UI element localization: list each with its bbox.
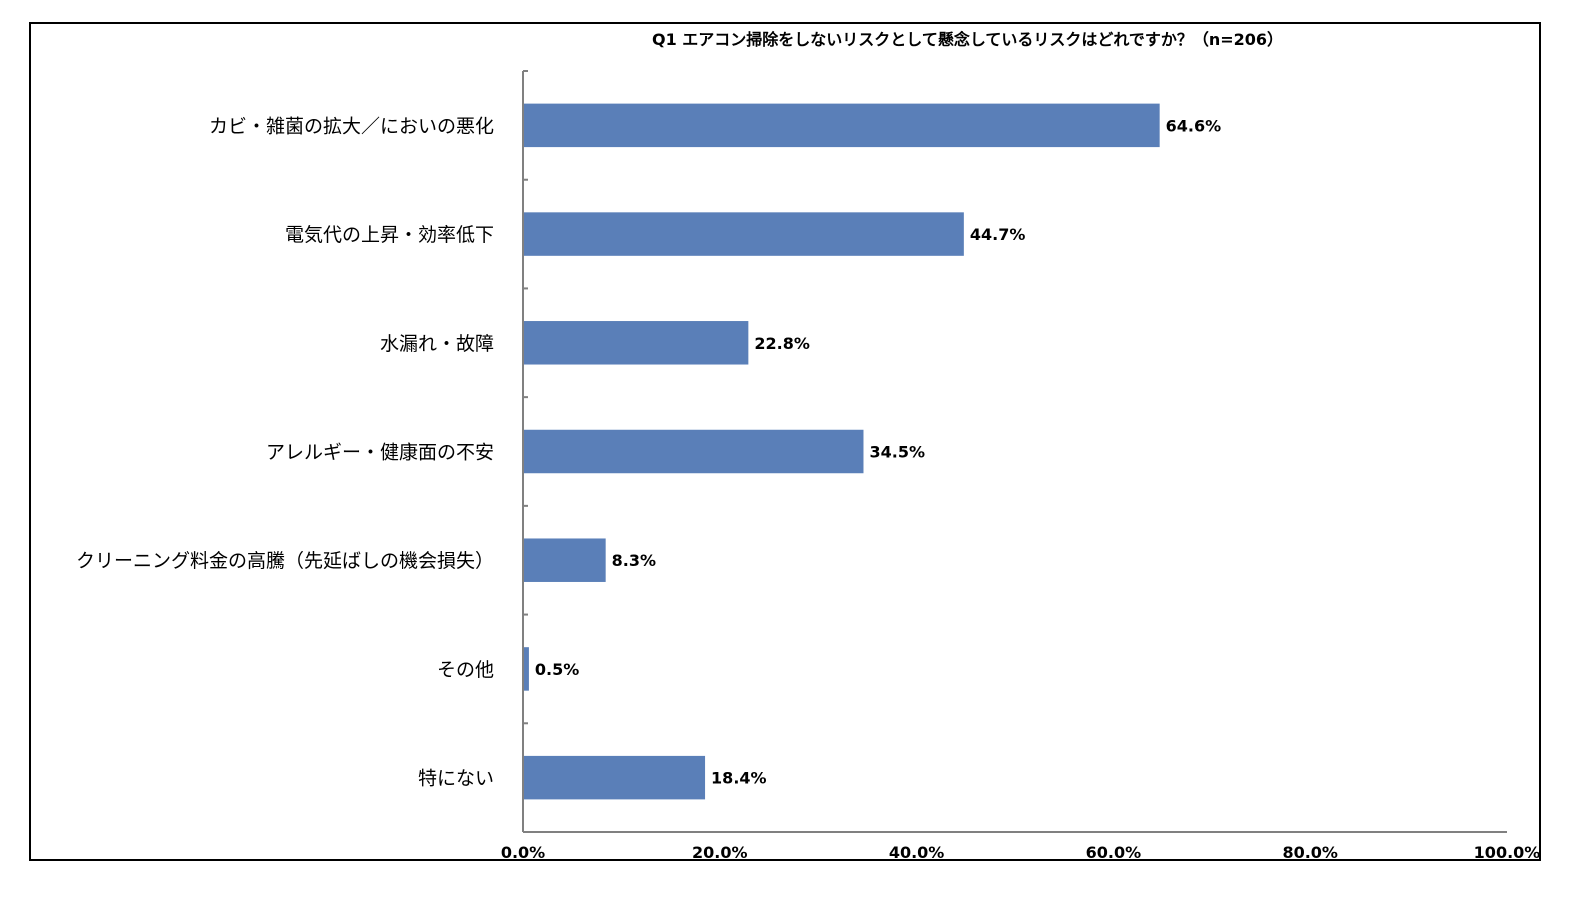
chart-title: Q1 エアコン掃除をしないリスクとして懸念しているリスクはどれですか？（n=20… — [652, 30, 1284, 49]
x-tick-label: 80.0% — [1282, 843, 1338, 862]
data-label: 34.5% — [869, 443, 925, 462]
bar — [524, 429, 864, 474]
category-label: 電気代の上昇・効率低下 — [285, 224, 494, 246]
x-tick-label: 60.0% — [1086, 843, 1142, 862]
category-label: 水漏れ・故障 — [380, 333, 494, 355]
bar — [524, 647, 529, 691]
chart-frame — [29, 22, 1541, 861]
category-label: アレルギー・健康面の不安 — [266, 442, 494, 464]
bar — [524, 755, 706, 800]
category-label: クリーニング料金の高騰（先延ばしの機会損失） — [76, 550, 494, 572]
bar — [524, 538, 606, 582]
data-label: 44.7% — [970, 225, 1026, 244]
x-tick-label: 20.0% — [692, 843, 748, 862]
x-tick-label: 100.0% — [1474, 843, 1541, 862]
data-label: 22.8% — [754, 334, 810, 353]
data-label: 64.6% — [1166, 116, 1222, 135]
data-label: 8.3% — [612, 551, 656, 570]
x-tick-label: 0.0% — [501, 843, 545, 862]
category-label: 特にない — [418, 768, 494, 790]
data-label: 0.5% — [535, 660, 579, 679]
x-tick-label: 40.0% — [889, 843, 945, 862]
category-label: カビ・雑菌の拡大／においの悪化 — [209, 115, 494, 137]
data-label: 18.4% — [711, 769, 767, 788]
bar — [524, 321, 749, 365]
category-label: その他 — [437, 659, 494, 681]
bar — [524, 212, 964, 256]
bar — [524, 103, 1160, 148]
